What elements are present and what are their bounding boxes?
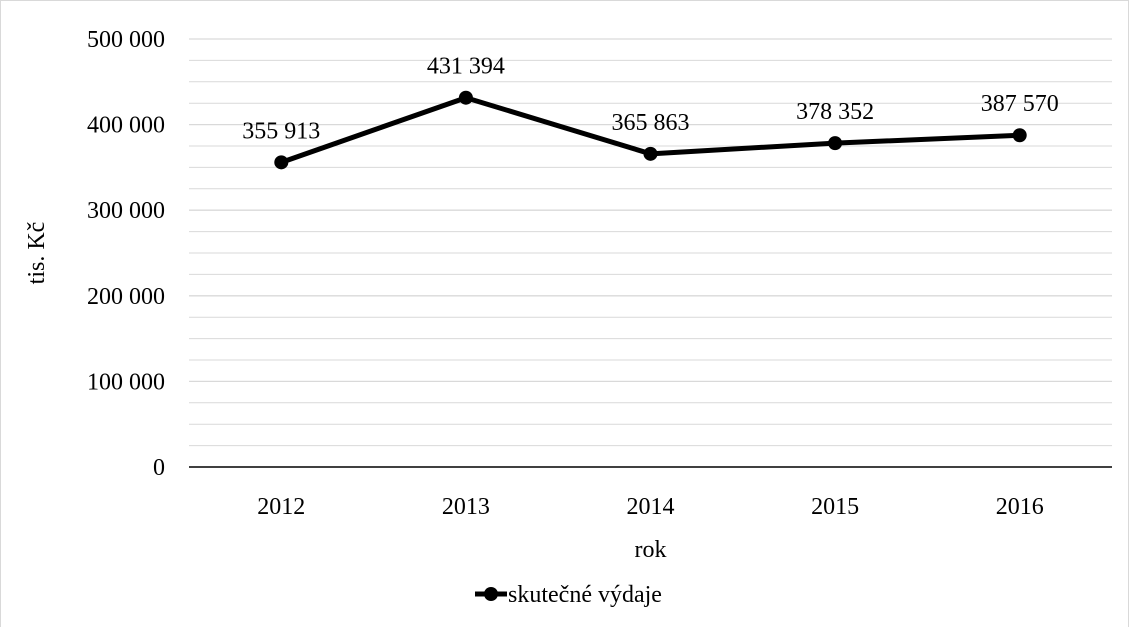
series-layer [274,90,1027,170]
legend-entry-label: skutečné výdaje [508,582,662,608]
y-tick-label: 300 000 [87,198,165,224]
data-label: 355 913 [242,118,320,144]
x-axis-title: rok [635,537,667,563]
data-point [1012,128,1027,143]
x-tick-label: 2013 [442,494,490,520]
y-axis-title: tis. Kč [24,222,50,285]
y-tick-label: 400 000 [87,113,165,139]
data-point [643,146,658,161]
x-tick-label: 2012 [257,494,305,520]
y-tick-label: 500 000 [87,27,165,53]
data-point [828,136,843,151]
legend: skutečné výdaje [475,582,662,608]
legend-dot-marker [484,587,498,601]
gridlines [189,38,1112,447]
y-axis-ticks: 0 100 000 200 000 300 000 400 000 500 000 [87,27,165,481]
data-label: 378 352 [796,99,874,125]
y-tick-label: 200 000 [87,284,165,310]
x-tick-label: 2016 [996,494,1044,520]
x-tick-label: 2015 [811,494,859,520]
data-point [458,90,473,105]
data-label: 431 394 [427,54,505,80]
data-point [274,155,289,170]
y-tick-label: 0 [153,455,165,481]
x-axis: 2012 2013 2014 2015 2016 [189,466,1112,520]
data-label: 387 570 [981,91,1059,117]
data-label: 365 863 [612,110,690,136]
y-tick-label: 100 000 [87,369,165,395]
data-labels: 355 913 431 394 365 863 378 352 387 570 [242,54,1058,145]
x-tick-label: 2014 [627,494,675,520]
